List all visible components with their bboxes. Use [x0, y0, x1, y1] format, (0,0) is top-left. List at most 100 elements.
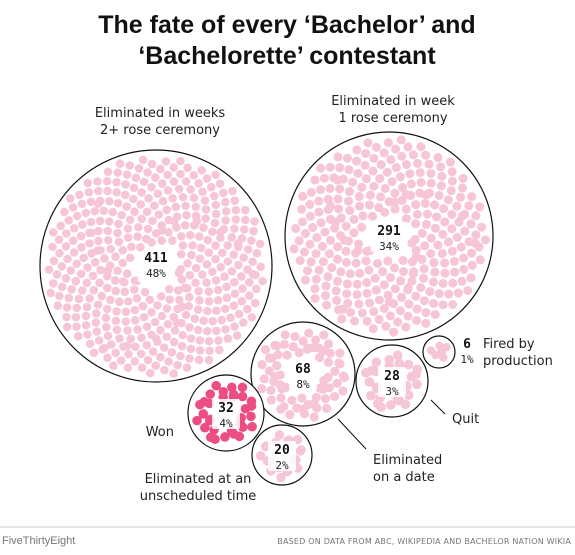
- contestant-dot: [138, 363, 147, 372]
- contestant-dot: [185, 354, 194, 363]
- contestant-dot: [305, 240, 314, 249]
- contestant-dot: [151, 318, 160, 327]
- contestant-dot: [456, 193, 465, 202]
- contestant-dot: [332, 296, 341, 305]
- contestant-dot: [372, 286, 381, 295]
- contestant-dot: [177, 250, 186, 259]
- count-quit: 28: [384, 369, 400, 384]
- contestant-dot: [442, 343, 450, 351]
- contestant-dot: [92, 318, 101, 327]
- contestant-dot: [325, 249, 334, 258]
- contestant-dot: [437, 172, 446, 181]
- label-date-line-2: on a date: [373, 470, 435, 485]
- contestant-dot: [326, 184, 335, 193]
- contestant-dot: [55, 249, 64, 258]
- contestant-dot: [103, 227, 112, 236]
- contestant-dot: [179, 193, 188, 202]
- contestant-dot: [436, 162, 445, 171]
- contestant-dot: [105, 217, 114, 226]
- count-won: 32: [218, 401, 234, 416]
- contestant-dot: [198, 270, 207, 279]
- contestant-dot: [100, 207, 109, 216]
- contestant-dot: [201, 196, 210, 205]
- contestant-dot: [241, 206, 250, 215]
- contestant-dot: [380, 148, 389, 157]
- contestant-dot: [448, 300, 457, 309]
- count-week1: 291: [377, 224, 401, 239]
- contestant-dot: [208, 317, 217, 326]
- contestant-dot: [256, 263, 265, 272]
- contestant-dot: [378, 267, 387, 276]
- contestant-dot: [418, 229, 427, 238]
- label-unscheduled-line-1: Eliminated at an: [145, 472, 252, 487]
- bubble-quit: 283%: [356, 345, 428, 417]
- contestant-dot: [211, 171, 220, 180]
- contestant-dot: [256, 240, 265, 249]
- contestant-dot: [413, 159, 422, 168]
- contestant-dot: [112, 178, 121, 187]
- contestant-dot: [168, 194, 177, 203]
- contestant-dot: [401, 399, 411, 409]
- contestant-dot: [172, 223, 181, 232]
- contestant-dot: [247, 236, 256, 245]
- contestant-dot: [358, 308, 367, 317]
- contestant-dot: [197, 244, 206, 253]
- contestant-dot: [467, 192, 476, 201]
- contestant-dot: [285, 410, 294, 419]
- contestant-dot: [118, 259, 127, 268]
- footer-source: BASED ON DATA FROM ABC, WIKIPEDIA AND BA…: [277, 537, 571, 546]
- contestant-dot: [115, 334, 124, 343]
- contestant-dot: [198, 187, 207, 196]
- contestant-dot: [62, 274, 71, 283]
- contestant-dot: [113, 168, 122, 177]
- contestant-dot: [324, 358, 333, 367]
- contestant-dot: [373, 259, 382, 268]
- contestant-dot: [446, 158, 455, 167]
- contestant-dot: [48, 243, 57, 252]
- contestant-dot: [74, 332, 83, 341]
- contestant-dot: [119, 342, 128, 351]
- contestant-dot: [363, 289, 372, 298]
- contestant-dot: [352, 259, 361, 268]
- contestant-dot: [103, 353, 112, 362]
- contestant-dot: [143, 168, 152, 177]
- contestant-dot: [230, 322, 239, 331]
- contestant-dot: [391, 144, 400, 153]
- contestant-dot: [345, 187, 354, 196]
- contestant-dot: [326, 236, 335, 245]
- contestant-dot: [134, 223, 143, 232]
- contestant-dot: [435, 191, 444, 200]
- contestant-dot: [399, 267, 408, 276]
- contestant-dot: [448, 177, 457, 186]
- contestant-dot: [102, 323, 111, 332]
- contestant-dot: [60, 208, 69, 217]
- contestant-dot: [194, 179, 203, 188]
- contestant-dot: [366, 391, 376, 401]
- contestant-dot: [464, 201, 473, 210]
- contestant-dot: [176, 170, 185, 179]
- contestant-dot: [222, 283, 231, 292]
- contestant-dot: [56, 222, 65, 231]
- contestant-dot: [186, 185, 195, 194]
- contestant-dot: [176, 352, 185, 361]
- percent-quit: 3%: [385, 385, 399, 398]
- contestant-dot: [234, 243, 243, 252]
- contestant-dot: [66, 194, 75, 203]
- contestant-dot: [146, 295, 155, 304]
- contestant-dot: [231, 196, 240, 205]
- contestant-dot: [163, 304, 172, 313]
- contestant-dot: [168, 348, 177, 357]
- contestant-dot: [246, 412, 256, 422]
- contestant-dot: [164, 357, 173, 366]
- contestant-dot: [283, 350, 292, 359]
- contestant-dot: [276, 393, 285, 402]
- contestant-dot: [204, 287, 213, 296]
- contestant-dot: [450, 257, 459, 266]
- contestant-dot: [402, 205, 411, 214]
- contestant-dot: [96, 246, 105, 255]
- contestant-dot: [173, 361, 182, 370]
- contestant-dot: [119, 246, 128, 255]
- contestant-dot: [94, 227, 103, 236]
- contestant-dot: [238, 284, 247, 293]
- contestant-dot: [320, 228, 329, 237]
